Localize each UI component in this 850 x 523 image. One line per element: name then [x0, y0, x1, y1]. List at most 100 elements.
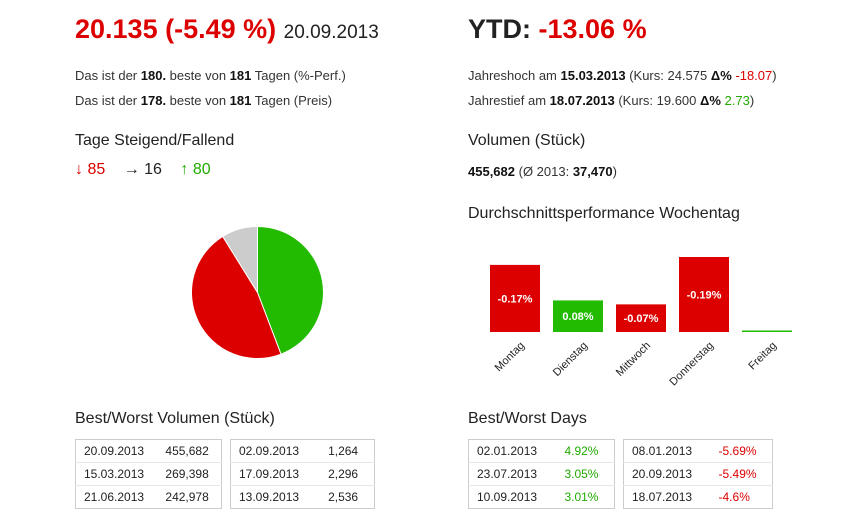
pie-slice-fallend: [191, 235, 282, 359]
table-row: 20.09.2013 455,682: [75, 439, 222, 463]
bar-value-label: -0.19%: [687, 290, 722, 302]
rank-text: Das ist der: [75, 68, 141, 83]
worst-days-table: 08.01.2013 -5.69% 20.09.2013 -5.49% 18.07.…: [623, 439, 773, 509]
volume-line: 455,682 (Ø 2013: 37,470): [468, 164, 617, 179]
low-date: 18.07.2013: [549, 93, 615, 108]
bar-donnerstag: [679, 257, 729, 332]
table-row: 13.09.2013 2,536: [231, 486, 375, 509]
value-cell: 269,398: [157, 462, 222, 486]
date-cell: 20.09.2013: [75, 439, 158, 463]
rank-line-perf: Das ist der 180. beste von 181 Tagen (%-…: [75, 68, 346, 83]
value-cell: 455,682: [157, 439, 222, 463]
value-cell: 2,296: [320, 462, 375, 486]
days-up: ↑ 80: [180, 161, 211, 178]
category-label-dienstag: Dienstag: [551, 340, 590, 379]
table-row: 23.07.2013 3.05%: [468, 462, 615, 486]
best-days-table: 02.01.2013 4.92% 23.07.2013 3.05% 10.09.20…: [468, 439, 615, 509]
price-date: 20.09.2013: [283, 22, 379, 43]
bar-value-label: 0.08%: [562, 311, 593, 323]
low-delta-value: 2.73: [724, 93, 750, 108]
date-cell: 18.07.2013: [632, 490, 693, 504]
rank-value: 178.: [140, 93, 167, 108]
value-cell: 3.05%: [556, 462, 615, 486]
table-row: 15.03.2013 269,398: [75, 462, 222, 486]
days-down: ↓ 85: [75, 161, 106, 178]
updown-title: Tage Steigend/Fallend: [75, 132, 235, 149]
date-cell: 02.09.2013: [230, 439, 321, 463]
value-cell: 4.92%: [556, 439, 615, 463]
date-cell: 21.06.2013: [84, 490, 145, 504]
weekday-chart-title: Durchschnittsperformance Wochentag: [468, 205, 740, 222]
rank-line-price: Das ist der 178. beste von 181 Tagen (Pr…: [75, 93, 332, 108]
table-row: 08.01.2013 -5.69%: [623, 439, 773, 463]
table-row: 02.09.2013 1,264: [230, 439, 375, 463]
high-date: 15.03.2013: [560, 68, 626, 83]
value-cell: 242,978: [165, 490, 209, 504]
high-text: (Kurs: 24.575: [625, 68, 711, 83]
value-cell: 1,264: [320, 439, 375, 463]
bar-mittwoch: [616, 304, 666, 332]
pie-slice-steigend: [257, 225, 324, 355]
best-volume-table: 20.09.2013 455,682 15.03.2013 269,398 21.0…: [75, 439, 222, 509]
high-delta-value: -18.07: [735, 68, 773, 83]
updown-counts: ↓ 85 → 16 ↑ 80: [75, 161, 225, 179]
table-row: 18.07.2013 -4.6%: [624, 486, 773, 509]
year-low-line: Jahrestief am 18.07.2013 (Kurs: 19.600 Δ…: [468, 93, 754, 108]
bar-value-label: -0.17%: [498, 293, 533, 305]
value-cell: 2,536: [328, 490, 359, 504]
rank-total: 181: [229, 93, 252, 108]
category-label-montag: Montag: [493, 340, 527, 374]
ytd-headline: YTD: -13.06 %: [468, 14, 647, 45]
table-row: 21.06.2013 242,978: [76, 486, 222, 509]
volume-avg-value: 37,470: [572, 164, 613, 179]
value-cell: -5.69%: [710, 439, 773, 463]
high-text: Jahreshoch am: [468, 68, 561, 83]
weekday-bar-chart: -0.17% Montag 0.08% Dienstag -0.07% Mittwoch -…: [490, 257, 792, 389]
delta-symbol: Δ%: [710, 68, 732, 83]
updown-pie-chart: [191, 225, 324, 359]
rank-text: Tagen (%-Perf.): [251, 68, 346, 83]
table-row: 02.01.2013 4.92%: [468, 439, 615, 463]
date-cell: 20.09.2013: [623, 462, 711, 486]
value-cell: -4.6%: [718, 490, 750, 504]
price-change: (-5.49 %): [165, 14, 277, 44]
category-label-mittwoch: Mittwoch: [614, 340, 653, 379]
low-text: ): [749, 93, 755, 108]
rank-total: 181: [229, 68, 252, 83]
ytd-label: YTD:: [468, 14, 531, 44]
volume-table-title: Best/Worst Volumen (Stück): [75, 410, 275, 427]
table-row: 20.09.2013 -5.49%: [623, 462, 773, 486]
days-flat: → 16: [123, 161, 162, 178]
rank-text: beste von: [166, 68, 230, 83]
rank-value: 180.: [140, 68, 167, 83]
bar-montag: [490, 264, 540, 332]
category-label-donnerstag: Donnerstag: [667, 340, 716, 389]
rank-text: Das ist der: [75, 93, 141, 108]
date-cell: 10.09.2013: [477, 490, 538, 504]
bar-value-label: -0.07%: [624, 313, 659, 325]
high-text: ): [772, 68, 777, 83]
value-cell: -5.49%: [710, 462, 773, 486]
table-row: 10.09.2013 3.01%: [469, 486, 615, 509]
ytd-value: -13.06 %: [538, 14, 647, 44]
category-label-freitag: Freitag: [746, 340, 779, 373]
pie-slice-unverändert: [222, 225, 258, 295]
date-cell: 15.03.2013: [75, 462, 158, 486]
date-cell: 13.09.2013: [239, 490, 300, 504]
volume-value: 455,682: [468, 164, 515, 179]
low-text: (Kurs: 19.600: [614, 93, 701, 108]
delta-symbol: Δ%: [700, 93, 721, 108]
volume-avg-text: (Ø 2013:: [515, 164, 573, 179]
date-cell: 23.07.2013: [468, 462, 557, 486]
rank-text: Tagen (Preis): [251, 93, 333, 108]
table-row: 17.09.2013 2,296: [230, 462, 375, 486]
value-cell: 3.01%: [564, 490, 599, 504]
date-cell: 02.01.2013: [468, 439, 557, 463]
days-table-title: Best/Worst Days: [468, 410, 587, 427]
volume-title: Volumen (Stück): [468, 132, 586, 149]
bar-dienstag: [553, 300, 603, 332]
worst-volume-table: 02.09.2013 1,264 17.09.2013 2,296 13.09.20…: [230, 439, 375, 509]
price-headline: 20.135 (-5.49 %) 20.09.2013: [75, 14, 379, 45]
volume-avg-text: ): [612, 164, 617, 179]
year-high-line: Jahreshoch am 15.03.2013 (Kurs: 24.575 Δ…: [468, 68, 777, 83]
